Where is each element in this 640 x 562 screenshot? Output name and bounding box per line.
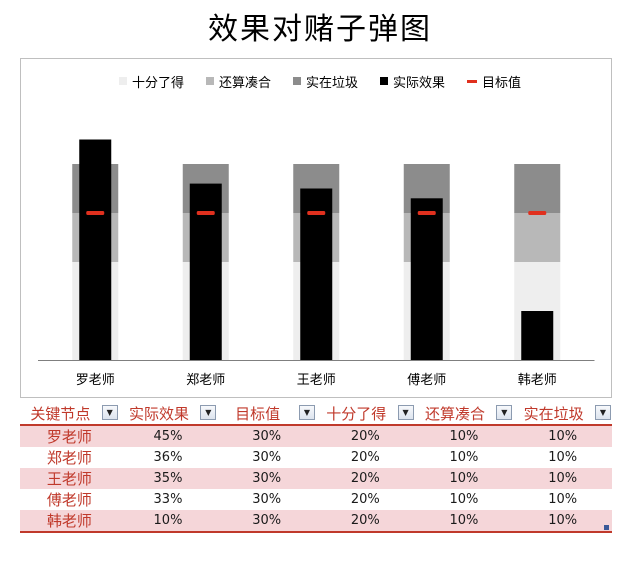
table-cell[interactable]: 36% bbox=[118, 447, 218, 468]
column-header: 还算凑合 ▼ bbox=[414, 402, 514, 426]
column-header-label: 实在垃圾 bbox=[523, 404, 584, 423]
legend-item-haisuan: 还算凑合 bbox=[205, 70, 271, 92]
category-tick-label: 罗老师 bbox=[76, 373, 115, 388]
table-cell[interactable]: 33% bbox=[118, 489, 218, 510]
legend-label: 目标值 bbox=[482, 75, 522, 91]
actual-bar bbox=[79, 139, 112, 360]
table-cell[interactable]: 王老师 bbox=[20, 468, 119, 489]
filter-dropdown-button[interactable]: ▼ bbox=[496, 405, 513, 420]
actual-bar bbox=[521, 311, 554, 360]
table-row: 郑老师 36% 30% 20% 10% 10% bbox=[20, 447, 612, 468]
table-cell[interactable]: 30% bbox=[217, 447, 316, 468]
table-cell[interactable]: 10% bbox=[513, 425, 612, 447]
table-resize-handle[interactable] bbox=[604, 525, 609, 530]
table-cell[interactable]: 郑老师 bbox=[20, 447, 119, 468]
column-header: 实际效果 ▼ bbox=[118, 402, 218, 426]
table-cell[interactable]: 10% bbox=[414, 468, 514, 489]
actual-bar bbox=[300, 188, 333, 360]
legend-swatch bbox=[292, 77, 301, 85]
column-header: 目标值 ▼ bbox=[217, 402, 316, 426]
legend-item-shizai: 实在垃圾 bbox=[292, 70, 358, 92]
target-marker bbox=[528, 211, 547, 215]
table-bottom-border bbox=[20, 531, 612, 533]
column-header-label: 还算凑合 bbox=[424, 404, 485, 423]
target-marker bbox=[307, 211, 326, 215]
legend-swatch bbox=[205, 77, 214, 85]
filter-dropdown-button[interactable]: ▼ bbox=[397, 405, 414, 420]
data-table: 关键节点 ▼ 实际效果 ▼ 目标值 ▼ 十分了得 ▼ 还算凑合 ▼ 实在垃圾 ▼ 罗老师 4… bbox=[20, 402, 612, 531]
table-cell[interactable]: 10% bbox=[513, 468, 612, 489]
table-cell[interactable]: 10% bbox=[118, 510, 218, 531]
category-tick-label: 郑老师 bbox=[186, 373, 225, 388]
table-cell[interactable]: 30% bbox=[217, 510, 316, 531]
table-cell[interactable]: 10% bbox=[414, 489, 514, 510]
table-cell[interactable]: 傅老师 bbox=[20, 489, 119, 510]
target-marker bbox=[417, 211, 436, 215]
chart-legend: 十分了得 还算凑合 实在垃圾 实际效果 目标值 bbox=[0, 70, 640, 92]
filter-dropdown-button[interactable]: ▼ bbox=[298, 405, 315, 420]
category-tick-label: 韩老师 bbox=[518, 373, 557, 388]
bullet-chart-plot: 罗老师 郑老师 王老师 傅老师 韩老师 bbox=[38, 139, 595, 388]
table-row: 韩老师 10% 30% 20% 10% 10% bbox=[20, 510, 612, 531]
category-tick-label: 傅老师 bbox=[407, 373, 446, 388]
table-cell[interactable]: 韩老师 bbox=[20, 510, 119, 531]
legend-item-shifen: 十分了得 bbox=[118, 70, 184, 92]
table-row: 王老师 35% 30% 20% 10% 10% bbox=[20, 468, 612, 489]
legend-label: 还算凑合 bbox=[218, 75, 271, 91]
legend-label: 十分了得 bbox=[131, 75, 184, 91]
column-header-label: 目标值 bbox=[235, 404, 281, 423]
table-cell[interactable]: 10% bbox=[513, 447, 612, 468]
legend-swatch bbox=[467, 79, 478, 83]
table-cell[interactable]: 10% bbox=[414, 510, 514, 531]
table-cell[interactable]: 20% bbox=[315, 447, 415, 468]
column-header-label: 关键节点 bbox=[30, 404, 91, 423]
table-cell[interactable]: 罗老师 bbox=[20, 425, 119, 447]
filter-dropdown-button[interactable]: ▼ bbox=[101, 405, 118, 420]
legend-item-target: 目标值 bbox=[467, 70, 521, 92]
table-cell[interactable]: 10% bbox=[513, 510, 612, 531]
category-tick-label: 王老师 bbox=[297, 373, 336, 388]
table-cell[interactable]: 30% bbox=[217, 468, 316, 489]
target-marker bbox=[86, 211, 105, 215]
table-cell[interactable]: 45% bbox=[118, 425, 218, 447]
table-row: 罗老师 45% 30% 20% 10% 10% bbox=[20, 425, 612, 447]
table-row: 傅老师 33% 30% 20% 10% 10% bbox=[20, 489, 612, 510]
table-cell[interactable]: 20% bbox=[315, 425, 415, 447]
table-cell[interactable]: 35% bbox=[118, 468, 218, 489]
table-cell[interactable]: 20% bbox=[315, 468, 415, 489]
page-title: 效果对赌子弹图 bbox=[208, 12, 432, 47]
actual-bar bbox=[410, 198, 443, 360]
column-header: 实在垃圾 ▼ bbox=[513, 402, 612, 426]
table-cell[interactable]: 10% bbox=[513, 489, 612, 510]
range-band bbox=[514, 213, 561, 262]
table-cell[interactable]: 30% bbox=[217, 425, 316, 447]
legend-label: 实际效果 bbox=[393, 75, 446, 91]
legend-label: 实在垃圾 bbox=[305, 75, 358, 91]
table-cell[interactable]: 20% bbox=[315, 489, 415, 510]
column-header-label: 十分了得 bbox=[326, 404, 387, 423]
legend-swatch bbox=[380, 77, 388, 85]
table-cell[interactable]: 10% bbox=[414, 447, 514, 468]
column-header: 关键节点 ▼ bbox=[20, 402, 119, 426]
legend-item-actual: 实际效果 bbox=[380, 70, 445, 92]
filter-dropdown-button[interactable]: ▼ bbox=[595, 405, 611, 420]
range-band bbox=[514, 164, 561, 213]
target-marker bbox=[196, 211, 215, 215]
column-header-label: 实际效果 bbox=[128, 404, 189, 423]
table-cell[interactable]: 30% bbox=[217, 489, 316, 510]
table-header-row: 关键节点 ▼ 实际效果 ▼ 目标值 ▼ 十分了得 ▼ 还算凑合 ▼ 实在垃圾 ▼ bbox=[20, 402, 612, 426]
actual-bar bbox=[189, 183, 222, 360]
table-cell[interactable]: 10% bbox=[414, 425, 514, 447]
table-cell[interactable]: 20% bbox=[315, 510, 415, 531]
filter-dropdown-button[interactable]: ▼ bbox=[200, 405, 217, 420]
column-header: 十分了得 ▼ bbox=[315, 402, 415, 426]
legend-swatch bbox=[118, 77, 127, 85]
